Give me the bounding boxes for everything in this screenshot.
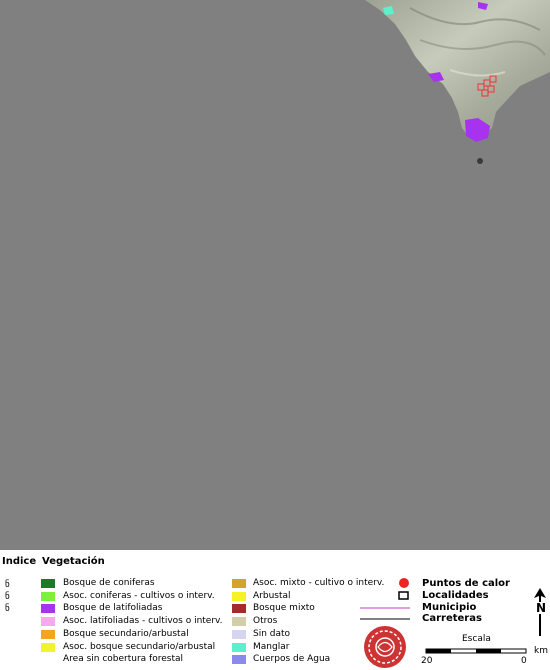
legend-item-label: Bosque de coniferas [63,578,155,588]
latifoliadas-patch-coast [428,72,444,82]
localidades-label: Localidades [422,590,489,601]
legend-swatch [232,579,246,588]
scale-bar [425,648,527,654]
legend-item-label: Asoc. bosque secundario/arbustal [63,641,216,652]
legend-panel: Indice Vegetación ნ ნ ნ Bosque de conife… [0,550,550,670]
map-canvas [365,0,550,164]
legend-swatch [41,629,55,639]
legend-swatch [41,642,55,652]
legend-swatch [232,617,246,627]
legend-swatch [41,617,55,627]
scale-unit: km [534,646,548,656]
legend-item-label: Otros [253,616,278,627]
indice-header: Indice [2,556,37,567]
puntos-calor-label: Puntos de calor [422,578,510,589]
terrain-ridge-3 [449,69,506,77]
legend-item-label: Asoc. latifoliadas - cultivos o interv. [63,616,223,627]
vegetacion-header: Vegetación [42,556,105,567]
legend-item-label: Area sin cobertura forestal [63,654,183,665]
manglar-patch [383,6,394,15]
legend-item-label: Bosque secundario/arbustal [63,628,189,639]
scale-right-value: 0 [521,656,527,666]
legend-item-label: Cuerpos de Agua [253,654,331,665]
legend-swatch [232,591,246,601]
legend-swatch [41,579,55,588]
agency-seal-icon [364,626,406,668]
north-letter: N [536,601,547,615]
legend-swatch [232,604,246,614]
legend-item-label: Sin dato [253,628,291,639]
localidad-symbol-icon [398,591,409,600]
indice-mark: ნ [5,592,10,602]
legend-swatch [232,655,246,665]
legend-item-label: Bosque de latifoliadas [63,603,163,614]
terrain-ridge-2 [419,39,546,56]
legend-item-label: Asoc. mixto - cultivo o interv. [253,578,385,588]
latifoliadas-patch [465,118,490,142]
legend-item-label: Bosque mixto [253,603,315,614]
legend-item-label: Asoc. coniferas - cultivos o interv. [63,590,215,601]
legend-item-label: Arbustal [253,590,291,601]
line-symbols [360,607,410,620]
municipio-label: Municipio [422,602,477,613]
carreteras-label: Carreteras [422,613,482,624]
terrain-ridge [409,7,541,31]
map-area[interactable] [0,0,550,550]
indice-mark: ნ [5,604,10,614]
scale-left-value: 20 [421,656,433,666]
legend-swatch [232,629,246,639]
legend-swatch [232,642,246,652]
latifoliadas-patch-top [478,2,488,10]
scale-title: Escala [462,634,491,644]
legend-item-label: Manglar [253,641,290,652]
legend-swatch [41,591,55,601]
hotspot-symbol-icon [399,578,409,588]
indice-mark: ნ [5,580,10,590]
symbol-column [398,578,409,600]
island [477,158,483,164]
hotspot-grid [477,75,497,97]
legend-swatch [41,604,55,614]
landmass [365,0,550,138]
